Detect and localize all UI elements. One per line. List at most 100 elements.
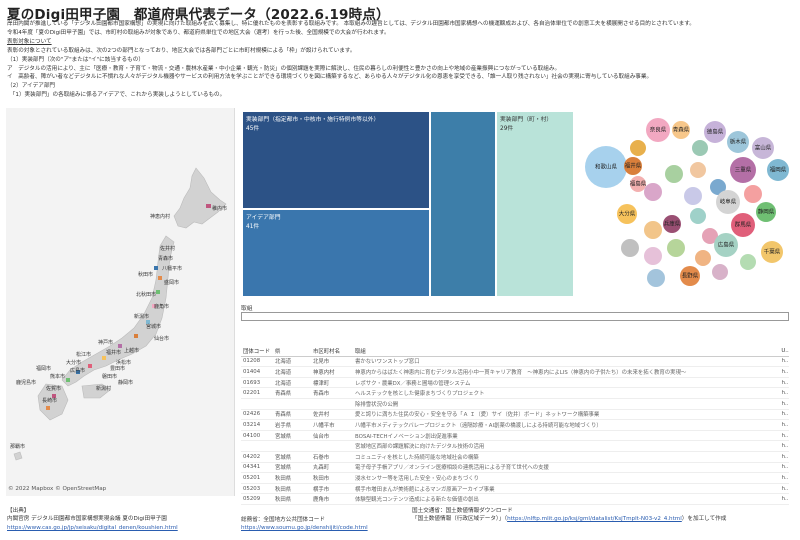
cell-url[interactable]: h..	[781, 379, 789, 386]
treemap-tile-implementation-towns[interactable]: 実装部門（町・村） 29件	[496, 111, 574, 297]
municipality-marker[interactable]	[102, 356, 106, 360]
table-row[interactable]: 01208 北海道 北見市 書かないワンストップ窓口 h..	[241, 357, 789, 368]
prefecture-bubble[interactable]	[617, 204, 637, 224]
prefecture-bubble[interactable]	[690, 162, 706, 178]
prefecture-bubble[interactable]	[727, 131, 749, 153]
prefecture-bubble[interactable]	[644, 247, 662, 265]
cell-url[interactable]: h..	[781, 411, 789, 418]
prefecture-bubble[interactable]	[621, 239, 639, 257]
cell-url[interactable]: h..	[781, 474, 789, 481]
col-header-initiative[interactable]: 取組	[355, 348, 366, 355]
table-row[interactable]: 04202 宮城県 石巻市 コミュニティを核とした持続可能な地域社会の構築 h..	[241, 452, 789, 463]
municipality-marker[interactable]	[158, 276, 162, 280]
municipality-marker[interactable]	[154, 266, 158, 270]
cell-url[interactable]: h..	[781, 358, 789, 365]
col-header-prefecture[interactable]: 県	[275, 348, 281, 355]
table-row[interactable]: 04100 宮城県 仙台市 BOSAI-TECHイノベーション創出促進事業 h..	[241, 431, 789, 442]
table-row[interactable]: 05209 秋田県 鹿角市 体験型観光コンテンツ造成による新たな価値の創出 h..	[241, 494, 789, 505]
cell-code: 04341	[243, 464, 261, 471]
source2-link[interactable]: https://www.soumu.go.jp/denshijiti/code.…	[241, 525, 368, 532]
municipality-marker[interactable]	[76, 370, 80, 374]
prefecture-bubble[interactable]	[646, 118, 670, 142]
cell-url[interactable]: h..	[781, 443, 789, 450]
table-row[interactable]: 02201 青森県 青森市 ヘルステックを核とした健康まちづくりプロジェクト h..	[241, 388, 789, 399]
municipality-marker[interactable]	[46, 406, 50, 410]
treemap-tile-implementation-general[interactable]: 実装部門（指定都市・中核市・施行特例市等以外） 45件	[242, 111, 430, 209]
prefecture-bubble[interactable]	[665, 165, 683, 183]
municipality-marker[interactable]	[206, 204, 211, 208]
cell-url[interactable]: h..	[781, 400, 789, 407]
prefecture-bubble[interactable]	[704, 121, 726, 143]
municipality-marker[interactable]	[88, 364, 92, 368]
table-row[interactable]: 宮城地区西部の課題解決に向けたデジタル技術の活用 h..	[241, 441, 789, 452]
prefecture-bubble[interactable]	[767, 159, 789, 181]
municipality-marker[interactable]	[156, 290, 160, 294]
prefecture-bubble[interactable]	[647, 269, 665, 287]
municipality-marker[interactable]	[146, 320, 150, 324]
prefecture-bubble[interactable]	[716, 190, 740, 214]
search-input[interactable]	[241, 312, 789, 321]
prefecture-bubble[interactable]	[684, 187, 702, 205]
prefecture-bubble[interactable]	[644, 221, 662, 239]
municipality-marker[interactable]	[52, 394, 56, 398]
prefecture-bubble[interactable]	[585, 146, 627, 188]
japan-map[interactable]: 稚内市 神恵内村 佐井村 青森市 八幡平市 盛岡市 秋田市 北秋田市 鹿角市 新…	[6, 108, 235, 496]
table-row[interactable]: 03214 岩手県 八幡平市 八幡平市メディテックバレープロジェクト（遠隔診療・AI創…	[241, 420, 789, 431]
treemap-tile-idea[interactable]: アイデア部門 41件	[242, 209, 430, 297]
treemap-tile-implementation-cities[interactable]	[430, 111, 496, 297]
prefecture-bubble[interactable]	[672, 121, 690, 139]
cell-url[interactable]: h..	[781, 368, 789, 375]
cell-url[interactable]: h..	[781, 421, 789, 428]
page-title: 夏のDigi田甲子園 都道府県代表データ（2022.6.19時点）	[7, 7, 390, 23]
prefecture-bubble[interactable]	[630, 176, 646, 192]
prefecture-bubble[interactable]	[690, 208, 706, 224]
prefecture-bubble[interactable]	[624, 157, 642, 175]
prefecture-bubble[interactable]	[702, 228, 718, 244]
table-row[interactable]: 01693 北海道 標津町 レポサク・農業DX／事務と圃場の管理システム h..	[241, 378, 789, 389]
municipality-marker[interactable]	[134, 334, 138, 338]
prefecture-bubble[interactable]	[710, 179, 726, 195]
source1-link[interactable]: https://www.cas.go.jp/jp/seisaku/digital…	[7, 524, 178, 531]
cell-url[interactable]: h..	[781, 485, 789, 492]
prefecture-bubble[interactable]	[692, 140, 708, 156]
cell-url[interactable]: h..	[781, 390, 789, 397]
prefecture-bubble[interactable]	[730, 157, 756, 183]
table-row[interactable]: 05203 秋田県 横手市 横手市増田まんが美術館によるマンガ原画アーカイブ事業 h..	[241, 484, 789, 495]
prefecture-bubble[interactable]	[752, 137, 774, 159]
municipality-markers[interactable]	[46, 204, 211, 410]
cell-url[interactable]: h..	[781, 464, 789, 471]
prefecture-bubble[interactable]	[714, 233, 738, 257]
prefecture-bubble[interactable]	[644, 183, 662, 201]
col-header-municipality[interactable]: 市区町村名	[313, 348, 340, 355]
table-row[interactable]: 05201 秋田県 秋田市 浸水センサー等を活用した安全・安心のまちづくり h..	[241, 473, 789, 484]
table-row[interactable]: 除排雪状況の公開 h..	[241, 399, 789, 410]
cell-url[interactable]: h..	[781, 496, 789, 503]
prefecture-bubble[interactable]	[756, 202, 776, 222]
cell-url[interactable]: h..	[781, 432, 789, 439]
col-header-url[interactable]: U..	[781, 347, 789, 354]
source3-link[interactable]: https://nlftp.mlit.go.jp/ksj/gml/datalis…	[507, 516, 682, 523]
cell-url[interactable]: h..	[781, 453, 789, 460]
prefecture-bubble-chart[interactable]: 和歌山県 奈良県 青森県 徳島県 栃木県 富山県 三重県 福岡県 岐阜県 福井県 福島県 長野県 兵庫県…	[578, 112, 798, 302]
prefecture-bubble[interactable]	[712, 264, 728, 280]
prefecture-bubble[interactable]	[744, 185, 762, 203]
municipality-marker[interactable]	[66, 378, 70, 382]
prefecture-bubble[interactable]	[695, 250, 711, 266]
table-row[interactable]: 02426 青森県 佐井村 愛と誇りに満ちた住民の安心・安全を守る「Ａ Ｉ（愛）サイ（…	[241, 410, 789, 421]
map-svg[interactable]: 稚内市 神恵内村 佐井村 青森市 八幡平市 盛岡市 秋田市 北秋田市 鹿角市 新…	[6, 108, 234, 496]
municipality-marker[interactable]	[152, 304, 156, 308]
prefecture-bubble[interactable]	[667, 239, 685, 257]
prefecture-bubble[interactable]	[740, 254, 756, 270]
col-header-code[interactable]: 団体コード	[243, 348, 270, 355]
municipality-marker[interactable]	[118, 344, 122, 348]
table-row[interactable]: 04341 宮城県 丸森町 電子母子手帳アプリ／オンライン医療相談の連携活用による子育…	[241, 463, 789, 474]
prefecture-bubble[interactable]	[761, 241, 783, 263]
category-treemap[interactable]: 実装部門（指定都市・中核市・施行特例市等以外） 45件 アイデア部門 41件 実装部…	[242, 111, 574, 297]
prefecture-bubble[interactable]	[680, 266, 700, 286]
prefecture-bubble[interactable]	[731, 213, 755, 237]
prefecture-bubble[interactable]	[663, 215, 681, 233]
table-row[interactable]: 01404 北海道 神恵内村 神恵内からはばたく神恵内に育むデジタル活用小中一貫キャリ…	[241, 367, 789, 378]
prefecture-bubble[interactable]	[630, 140, 646, 156]
